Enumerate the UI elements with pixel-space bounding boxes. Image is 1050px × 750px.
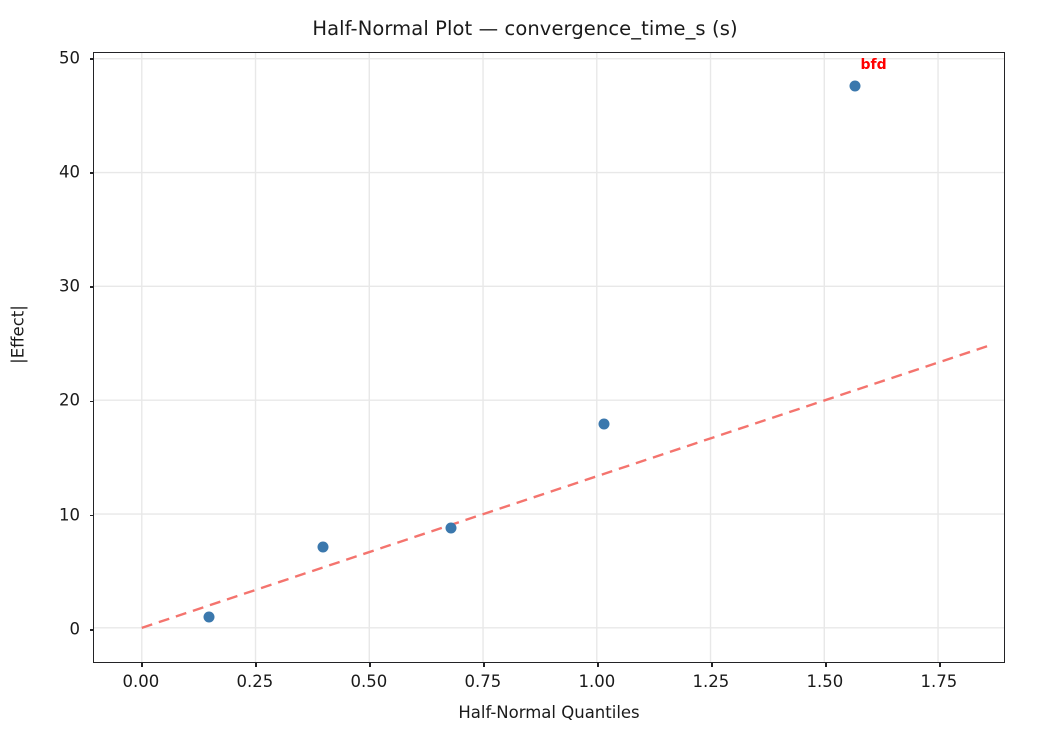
y-tickmark [89,628,94,631]
y-tick-label: 40 [59,162,80,182]
data-point-marker [317,541,329,553]
x-tick-label: 0.00 [122,672,160,691]
x-tickmark [597,662,599,667]
x-tickmark [255,662,257,667]
y-axis-tick-labels: 0 10 20 30 40 50 [40,48,81,663]
y-tick-label: 30 [59,276,80,296]
y-tick-label: 50 [59,48,80,68]
y-tick-label: 0 [69,619,81,639]
x-tick-label: 1.00 [578,672,616,691]
x-axis-label: Half-Normal Quantiles [458,703,640,722]
x-tick-label: 1.75 [920,672,958,691]
y-tickmark [89,57,94,60]
x-axis-tick-labels: 0.00 0.25 0.50 0.75 1.00 1.25 1.50 1.75 [93,672,1005,698]
x-tickmark [939,662,941,667]
point-annotation-label: bfd [860,57,887,74]
data-point-marker [598,418,610,430]
data-point-marker [445,522,457,534]
x-tickmark [141,662,143,667]
x-tick-label: 0.50 [350,672,388,691]
plot-area: bfd [89,52,1005,667]
y-tick-label: 10 [59,505,80,525]
chart-title: Half-Normal Plot — convergence_time_s (s… [312,17,738,40]
y-tickmark [89,172,94,174]
data-point-marker [203,611,215,623]
x-tick-label: 1.50 [806,672,844,691]
x-tick-label: 0.25 [236,672,274,691]
y-tickmark [89,400,94,403]
x-tickmark [711,662,713,667]
data-layer [141,343,994,629]
reference-fit-line [141,343,994,629]
y-tickmark [89,514,94,517]
x-tick-label: 1.25 [692,672,730,691]
x-tickmark [483,662,485,667]
y-tickmark [89,286,94,288]
data-point-marker [849,80,861,92]
y-axis-label: |Effect| [8,305,28,364]
grid-layer [94,53,1004,662]
y-tick-label: 20 [59,390,80,410]
x-tick-label: 0.75 [464,672,502,691]
x-tickmark [825,662,827,667]
x-tickmark [369,662,371,667]
